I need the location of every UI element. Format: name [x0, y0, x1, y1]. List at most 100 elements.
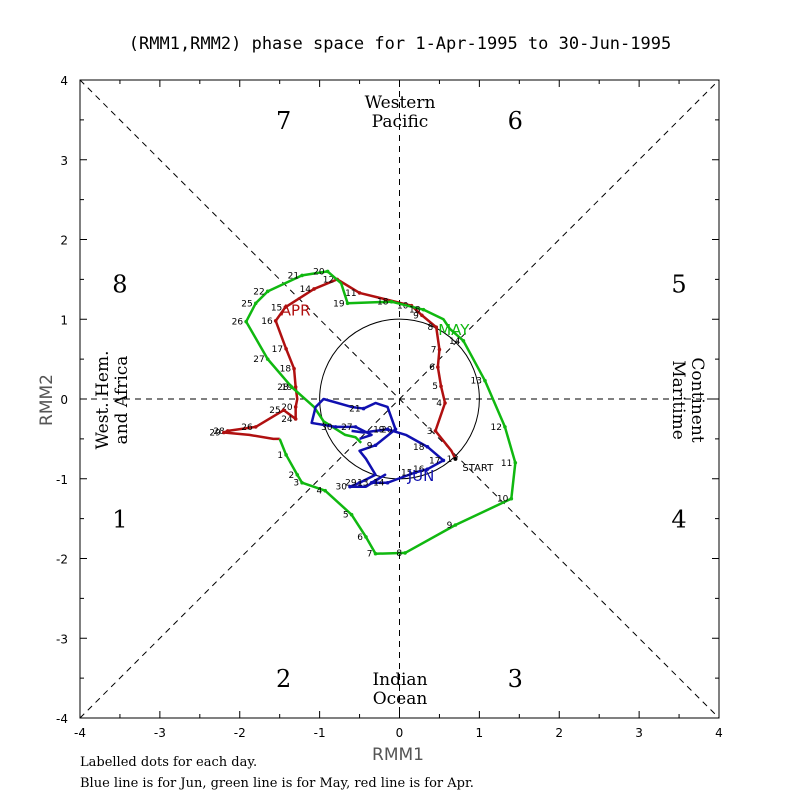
- day-dot-jun: [333, 425, 338, 429]
- day-label-apr: 12: [323, 275, 334, 285]
- day-label-jun: 14: [373, 479, 385, 489]
- day-label-may: 18: [409, 306, 421, 316]
- day-label-may: 6: [357, 533, 363, 543]
- day-dot-apr: [281, 408, 286, 412]
- day-dot-apr: [283, 305, 288, 310]
- day-dot-may: [300, 480, 304, 485]
- day-dot-jun: [393, 427, 398, 432]
- region-label-ocean: Ocean: [373, 689, 428, 709]
- day-label-may: 12: [490, 423, 501, 433]
- phase-label-5: 5: [671, 270, 686, 298]
- day-dot-apr: [439, 384, 443, 389]
- x-tick-label: 2: [555, 726, 563, 740]
- day-label-apr: 9: [413, 311, 419, 321]
- day-label-may: 11: [501, 459, 512, 469]
- day-label-apr: 4: [436, 399, 442, 409]
- day-label-jun: 16: [413, 465, 425, 475]
- day-dot-may: [284, 453, 288, 457]
- day-label-may: 9: [447, 521, 453, 531]
- day-dot-jun: [373, 443, 378, 448]
- day-dot-may: [503, 425, 507, 429]
- day-label-apr: 24: [281, 415, 293, 425]
- region-label-pacific: Pacific: [372, 112, 429, 132]
- x-tick-label: 1: [476, 726, 484, 740]
- month-label-may: MAY: [438, 321, 470, 339]
- day-dot-may: [345, 301, 350, 306]
- day-label-apr: 19: [281, 383, 293, 393]
- day-dot-may: [403, 551, 407, 555]
- series-line-may: [244, 270, 517, 555]
- day-label-may: 28: [277, 383, 289, 393]
- day-label-may: 27: [253, 355, 264, 365]
- day-label-may: 14: [449, 337, 461, 347]
- day-label-jun: 9: [367, 441, 373, 451]
- day-label-apr: 3: [427, 427, 433, 437]
- day-dot-jun: [361, 406, 366, 411]
- day-dot-apr: [420, 313, 424, 318]
- day-label-apr: 7: [431, 346, 437, 356]
- y-tick-label: -3: [56, 632, 68, 646]
- day-dot-apr: [443, 401, 447, 405]
- day-dot-may: [300, 273, 304, 278]
- day-label-apr: 20: [281, 403, 293, 413]
- day-label-jun: 21: [349, 405, 360, 415]
- day-dot-jun: [441, 458, 446, 463]
- day-dot-apr: [436, 365, 440, 369]
- month-label-apr: APR: [281, 301, 311, 319]
- day-label-jun: 18: [413, 443, 425, 453]
- y-tick-label: 2: [60, 234, 68, 248]
- region-label-maritime: Maritime: [668, 360, 688, 440]
- day-dot-may: [323, 488, 328, 493]
- day-dot-jun: [425, 445, 430, 449]
- diagonal-guides: [79, 79, 720, 719]
- day-dot-apr: [253, 425, 258, 429]
- day-dot-may: [389, 299, 394, 304]
- day-dot-jun: [385, 427, 390, 432]
- day-label-apr: 1: [447, 455, 453, 465]
- phase-label-1: 1: [112, 506, 127, 534]
- phase-label-4: 4: [671, 506, 686, 534]
- day-dot-apr: [433, 429, 438, 433]
- day-dot-apr: [292, 366, 296, 371]
- day-dot-may: [265, 289, 270, 294]
- day-dot-apr: [434, 325, 439, 330]
- series-lines: 13456789101112141516171819202425262829AP…: [209, 267, 518, 560]
- day-label-jun: 27: [341, 423, 352, 433]
- day-label-apr: 6: [429, 363, 435, 373]
- day-dot-jun: [357, 480, 362, 485]
- y-tick-label: 4: [60, 74, 68, 88]
- y-tick-label: 1: [60, 313, 68, 327]
- day-dot-may: [461, 338, 466, 343]
- phase-label-6: 6: [508, 107, 523, 135]
- day-label-apr: 14: [300, 285, 312, 295]
- footnote-labelled-dots: Labelled dots for each day.: [80, 755, 258, 770]
- day-dot-jun: [413, 470, 418, 475]
- start-marker: [453, 456, 458, 461]
- day-dot-apr: [225, 429, 230, 433]
- day-label-may: 4: [316, 487, 322, 497]
- day-dot-may: [373, 551, 378, 556]
- day-label-apr: 18: [280, 365, 292, 375]
- x-tick-label: -1: [314, 726, 326, 740]
- region-label-indian: Indian: [372, 670, 427, 690]
- phase-label-7: 7: [276, 107, 291, 135]
- y-tick-label: 3: [60, 154, 68, 168]
- day-label-apr: 25: [269, 406, 280, 416]
- day-label-may: 10: [497, 495, 509, 505]
- x-tick-label: -3: [154, 726, 166, 740]
- day-dot-may: [325, 269, 330, 274]
- day-label-apr: 5: [432, 382, 438, 392]
- day-dot-jun: [385, 480, 390, 485]
- day-dot-apr: [312, 287, 316, 291]
- day-dot-apr: [293, 405, 298, 409]
- day-label-apr: 17: [272, 345, 283, 355]
- day-dot-apr: [437, 347, 442, 352]
- day-dot-may: [295, 472, 300, 477]
- day-dot-may: [513, 461, 518, 465]
- day-dot-may: [364, 535, 368, 539]
- day-label-may: 5: [343, 511, 349, 521]
